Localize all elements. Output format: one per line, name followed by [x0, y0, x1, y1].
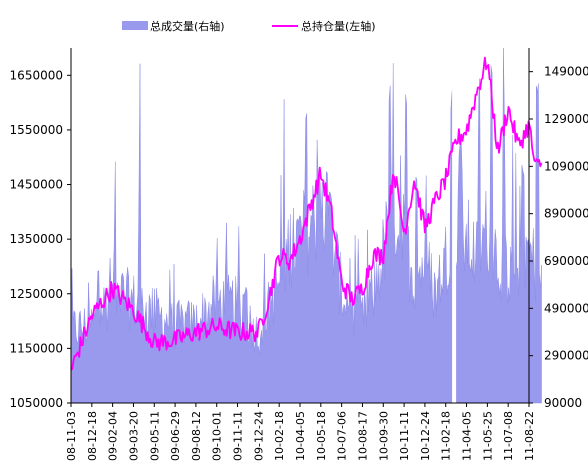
open-interest-line	[70, 56, 543, 371]
x-tick-label: 09-12-24	[252, 411, 265, 461]
right-tick-label: 1090000	[544, 159, 588, 173]
x-tick-label: 10-08-17	[356, 411, 369, 461]
legend-label-open-interest: 总持仓量(左轴)	[301, 19, 376, 33]
left-tick-label: 1350000	[10, 232, 63, 246]
left-tick-label: 1150000	[10, 341, 63, 355]
x-tick-label: 09-03-20	[127, 411, 140, 461]
right-tick-label: 290000	[544, 349, 588, 363]
x-tick-label: 10-05-18	[315, 411, 328, 461]
x-tick-label: 10-09-30	[377, 411, 390, 461]
x-tick-label: 09-08-12	[190, 411, 203, 461]
left-tick-label: 1650000	[10, 68, 63, 82]
x-tick-label: 10-07-06	[336, 411, 349, 461]
x-tick-label: 09-10-01	[211, 411, 224, 461]
plot-area	[70, 47, 543, 404]
x-tick-label: 09-05-11	[148, 411, 161, 461]
x-tick-label: 10-04-05	[294, 411, 307, 461]
x-tick-label: 09-06-29	[169, 411, 182, 461]
x-tick-label: 08-12-18	[86, 411, 99, 461]
right-tick-label: 690000	[544, 254, 588, 268]
right-tick-label: 490000	[544, 301, 588, 315]
legend: 总成交量(右轴) 总持仓量(左轴)	[122, 19, 376, 33]
x-tick-label: 11-02-18	[440, 411, 453, 461]
left-tick-label: 1250000	[10, 287, 63, 301]
x-tick-label: 10-12-24	[419, 411, 432, 461]
right-tick-label: 90000	[544, 396, 582, 410]
volume-gap	[452, 48, 457, 403]
legend-label-volume: 总成交量(右轴)	[150, 19, 225, 33]
right-tick-label: 890000	[544, 207, 588, 221]
x-tick-label: 10-02-18	[273, 411, 286, 461]
x-tick-label: 10-11-11	[398, 411, 411, 461]
left-tick-label: 1450000	[10, 178, 63, 192]
left-tick-label: 1050000	[10, 396, 63, 410]
x-tick-label: 11-08-22	[523, 411, 536, 461]
axes: 1050000 1150000 1250000 1350000 1450000 15500…	[10, 48, 588, 461]
right-tick-label: 1290000	[544, 112, 588, 126]
x-tick-label: 08-11-03	[65, 411, 78, 461]
x-tick-label: 11-04-05	[461, 411, 474, 461]
x-tick-label: 11-05-25	[481, 411, 494, 461]
left-tick-label: 1550000	[10, 123, 63, 137]
x-tick-label: 09-11-11	[232, 411, 245, 461]
x-tick-label: 09-02-04	[107, 411, 120, 461]
legend-swatch-volume	[122, 21, 148, 30]
x-tick-label: 11-07-08	[502, 411, 515, 461]
